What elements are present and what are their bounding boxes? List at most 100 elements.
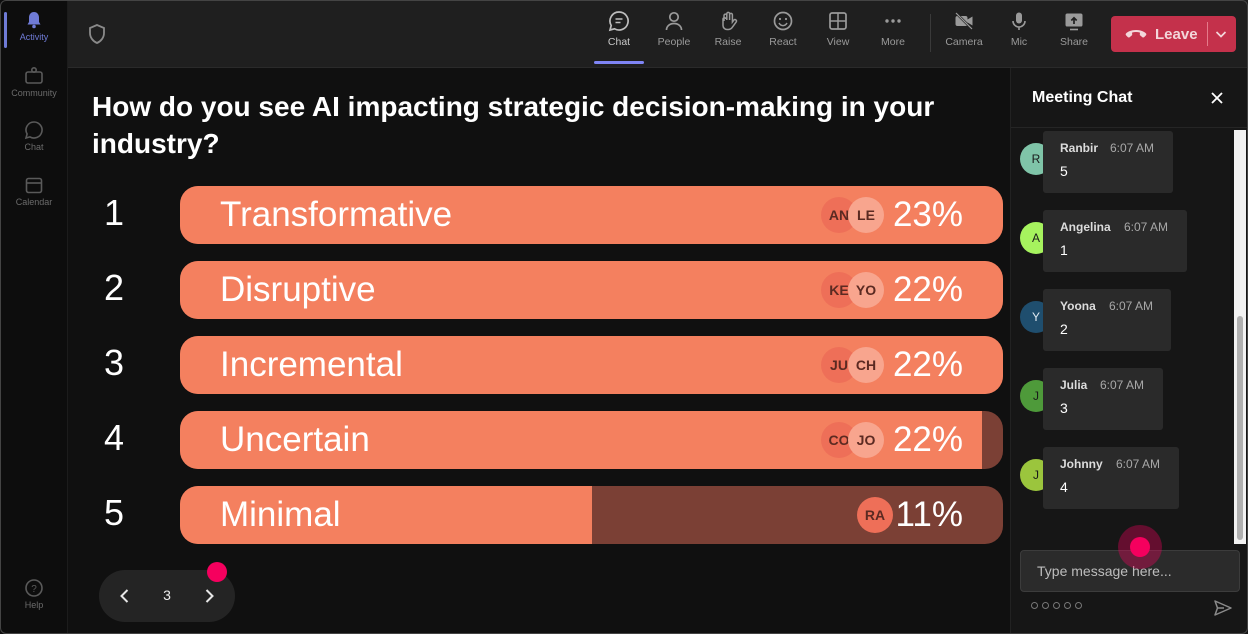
poll-option-bar[interactable]: Uncertain CO JO 22% <box>180 411 1003 469</box>
chat-message[interactable]: Angelina 6:07 AM 1 <box>1043 210 1187 272</box>
poll-option-label: Uncertain <box>220 420 370 459</box>
voter-avatar: CO <box>821 422 857 458</box>
meeting-toolbar: Chat People Raise React View More Camera… <box>68 0 1248 68</box>
voter-avatar: LE <box>848 197 884 233</box>
chat-message[interactable]: Ranbir 6:07 AM 5 <box>1043 131 1173 193</box>
rail-item-help[interactable]: ? Help <box>0 578 68 610</box>
chat-avatar-initial: J <box>1033 468 1039 482</box>
poll-option-percent: 22% <box>892 420 963 459</box>
toolbar-divider <box>930 14 931 52</box>
chat-message[interactable]: Julia 6:07 AM 3 <box>1043 368 1163 430</box>
poll-option-percent: 22% <box>892 345 963 384</box>
meeting-chat-panel: Meeting Chat R Ranbir 6:07 AM 5 A Angelina 6:0… <box>1010 68 1248 634</box>
rail-item-label: Chat <box>24 142 44 152</box>
more-button[interactable]: More <box>867 10 919 48</box>
chevron-right-icon[interactable] <box>199 586 219 606</box>
chat-message[interactable]: Johnny 6:07 AM 4 <box>1043 447 1179 509</box>
calendar-icon <box>25 177 43 194</box>
chat-message-author: Angelina <box>1060 220 1111 234</box>
gif-icon[interactable] <box>1064 602 1071 609</box>
close-icon[interactable] <box>1209 90 1225 106</box>
chat-message-input[interactable] <box>1020 550 1240 592</box>
option-number: 2 <box>104 267 125 308</box>
chat-scrollbar[interactable] <box>1234 130 1246 544</box>
voter-avatar: YO <box>848 272 884 308</box>
notification-dot <box>207 562 227 582</box>
send-icon[interactable] <box>1213 598 1233 618</box>
poll-question: How do you see AI impacting strategic de… <box>92 91 935 159</box>
poll-option-bar[interactable]: Disruptive KE YO 22% <box>180 261 1003 319</box>
option-number: 4 <box>104 417 125 458</box>
leave-button-label: Leave <box>1155 25 1198 43</box>
grid-icon <box>829 12 847 30</box>
people-button-label: People <box>657 36 691 48</box>
option-number: 5 <box>104 492 125 533</box>
shield-icon[interactable] <box>88 24 106 44</box>
mic-button[interactable]: Mic <box>993 10 1045 48</box>
view-button[interactable]: View <box>812 10 864 48</box>
chat-scrollbar-thumb[interactable] <box>1237 316 1243 540</box>
chat-message[interactable]: Yoona 6:07 AM 2 <box>1043 289 1171 351</box>
chat-message-author: Johnny <box>1060 457 1103 471</box>
rail-item-label: Community <box>11 88 57 98</box>
poll-option-percent: 23% <box>892 195 963 234</box>
chevron-left-icon[interactable] <box>115 586 135 606</box>
hand-icon <box>722 11 738 31</box>
format-icon[interactable] <box>1031 602 1038 609</box>
phone-hangup-icon <box>1125 30 1147 38</box>
chat-message-author: Yoona <box>1060 299 1096 313</box>
chat-header: Meeting Chat <box>1011 68 1248 128</box>
chat-message-text: 1 <box>1060 242 1068 258</box>
poll-option-label: Minimal <box>220 495 341 534</box>
chat-message-time: 6:07 AM <box>1100 378 1145 392</box>
raise-button-label: Raise <box>714 36 742 48</box>
chat-avatar-initial: Y <box>1031 310 1040 324</box>
chat-avatar-initial: J <box>1033 389 1039 403</box>
rail-item-calendar[interactable]: Calendar <box>0 175 68 207</box>
react-button[interactable]: React <box>757 10 809 48</box>
chat-message-text: 4 <box>1060 479 1068 495</box>
svg-text:?: ? <box>31 584 37 595</box>
camera-off-icon <box>955 12 973 30</box>
raise-hand-button[interactable]: Raise <box>702 10 754 48</box>
chat-message-author: Julia <box>1060 378 1088 392</box>
chat-avatar-initial: A <box>1031 231 1040 245</box>
voter-avatar: JO <box>848 422 884 458</box>
chat-button[interactable]: Chat <box>593 10 645 64</box>
chat-message-text: 2 <box>1060 321 1068 337</box>
chat-message-text: 3 <box>1060 400 1068 416</box>
rail-item-community[interactable]: Community <box>0 66 68 98</box>
share-button-label: Share <box>1059 36 1089 48</box>
react-button-label: React <box>769 36 797 48</box>
leave-button[interactable]: Leave <box>1111 16 1236 52</box>
poll-option-bar[interactable]: Incremental JU CH 22% <box>180 336 1003 394</box>
share-button[interactable]: Share <box>1048 10 1100 48</box>
chat-message-time: 6:07 AM <box>1109 299 1154 313</box>
chat-avatar-initial: R <box>1031 152 1041 166</box>
help-icon: ? <box>25 579 43 597</box>
people-button[interactable]: People <box>648 10 700 48</box>
poll-option-bar[interactable]: Minimal RA 11% <box>180 486 1003 544</box>
page-number: 3 <box>163 587 171 603</box>
smiley-icon <box>773 11 793 31</box>
camera-button[interactable]: Camera <box>938 10 990 48</box>
ellipsis-icon <box>885 19 901 23</box>
chat-button-label: Chat <box>607 36 631 48</box>
attach-icon[interactable] <box>1042 602 1049 609</box>
chat-title: Meeting Chat <box>1032 89 1133 106</box>
chat-message-text: 5 <box>1060 163 1068 179</box>
poll-option-label: Disruptive <box>220 270 376 309</box>
chat-message-time: 6:07 AM <box>1124 220 1169 234</box>
chevron-down-icon[interactable] <box>1213 26 1229 42</box>
microphone-icon <box>1012 12 1026 30</box>
voter-avatar: RA <box>857 497 893 533</box>
rail-item-chat[interactable]: Chat <box>0 120 68 152</box>
poll-stage: How do you see AI impacting strategic de… <box>68 68 1010 634</box>
more-options-icon[interactable] <box>1075 602 1082 609</box>
rail-item-activity[interactable]: Activity <box>0 10 68 48</box>
mic-button-label: Mic <box>1010 36 1028 48</box>
chat-icon <box>24 121 43 140</box>
emoji-icon[interactable] <box>1053 602 1060 609</box>
rail-item-label: Calendar <box>15 197 53 207</box>
poll-option-bar[interactable]: Transformative AN LE 23% <box>180 186 1003 244</box>
